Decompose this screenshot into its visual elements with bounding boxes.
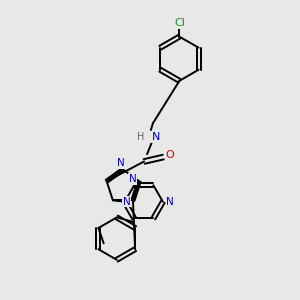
Text: H: H xyxy=(137,132,144,142)
Text: N: N xyxy=(123,197,130,207)
Text: N: N xyxy=(129,174,136,184)
Text: N: N xyxy=(167,197,174,207)
Text: N: N xyxy=(117,158,124,168)
Text: O: O xyxy=(165,150,174,160)
Text: N: N xyxy=(152,132,160,142)
Text: Cl: Cl xyxy=(174,18,185,28)
